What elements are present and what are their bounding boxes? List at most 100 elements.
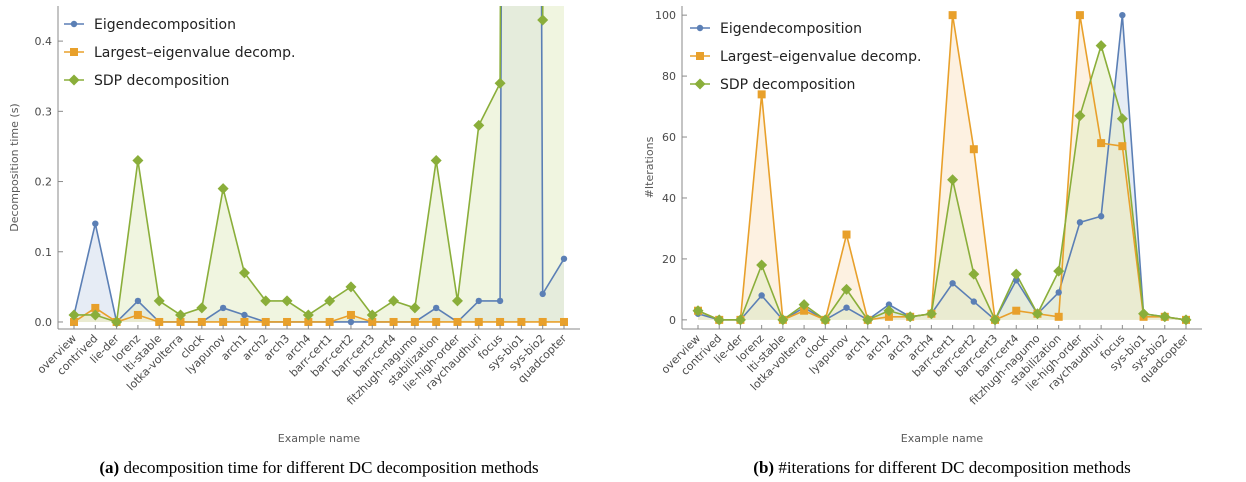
point-series-2-focus <box>494 77 506 89</box>
point-series-1-lotka-volterra <box>800 306 809 315</box>
point-series-2-arch3 <box>281 295 293 307</box>
point-series-2-arch1 <box>862 314 874 326</box>
ytick-label: 0 <box>669 314 676 327</box>
ytick-label: 0.0 <box>35 316 53 329</box>
ytick-label: 0.3 <box>35 105 53 118</box>
ytick-label: 0.2 <box>35 176 53 189</box>
point-series-1-lie-high-order <box>453 317 462 326</box>
point-series-2-lie-der <box>734 314 746 326</box>
legend-marker-1 <box>70 48 78 56</box>
point-series-0-sys-bio2 <box>539 290 546 298</box>
point-series-2-fitzhugh-nagumo <box>1031 308 1043 320</box>
point-series-1-arch4 <box>304 317 313 326</box>
point-series-1-lie-high-order <box>1075 11 1084 20</box>
line-series-2 <box>74 6 544 323</box>
point-series-1-focus <box>496 317 505 326</box>
y-axis-label: #Iterations <box>643 136 656 198</box>
point-series-0-barr-cert4 <box>1013 277 1020 284</box>
point-series-2-barr-cert1 <box>947 174 959 186</box>
line-series-2 <box>697 44 1187 321</box>
ytick-label: 0.4 <box>35 35 53 48</box>
point-series-1-clock <box>197 317 206 326</box>
point-series-1-barr-cert2 <box>969 145 978 154</box>
point-series-2-sys-bio2 <box>1159 311 1171 323</box>
point-series-2-fitzhugh-nagumo <box>409 302 421 314</box>
point-series-0-raychaudhuri <box>1097 213 1105 220</box>
point-series-2-lyapunov <box>217 183 229 195</box>
point-series-2-barr-cert2 <box>968 268 980 280</box>
legend: Eigendecomposition Largest–eigenvalue dec… <box>64 17 295 89</box>
legend-item-1: Largest–eigenvalue decomp. <box>690 49 921 65</box>
point-series-2-clock <box>819 314 831 326</box>
point-series-1-quadcopter <box>560 317 568 326</box>
point-series-2-sys-bio2 <box>537 14 549 26</box>
legend-label-1: Largest–eigenvalue decomp. <box>94 45 295 61</box>
legend-item-1: Largest–eigenvalue decomp. <box>64 45 295 61</box>
point-series-1-lorenz <box>133 310 142 319</box>
point-series-1-raychaudhuri <box>474 317 483 326</box>
point-series-1-focus <box>1118 142 1127 151</box>
point-series-2-contrived <box>89 309 101 321</box>
point-series-2-stabilization <box>430 154 442 166</box>
legend-label-2: SDP decomposition <box>94 73 229 89</box>
plot-frame <box>57 6 580 330</box>
point-series-2-raychaudhuri <box>473 119 485 131</box>
point-series-2-lorenz <box>132 154 144 166</box>
ytick-label: 20 <box>662 253 676 266</box>
point-series-2-barr-cert3 <box>366 309 378 321</box>
point-series-1-barr-cert1 <box>948 11 957 20</box>
point-series-2-barr-cert4 <box>1010 268 1022 280</box>
caption-text: decomposition time for different DC deco… <box>123 458 538 477</box>
point-series-2-barr-cert3 <box>989 314 1001 326</box>
point-series-0-focus <box>496 297 504 305</box>
plot-frame <box>681 6 1202 330</box>
legend-label-0: Eigendecomposition <box>720 21 862 37</box>
point-series-0-lyapunov <box>219 304 227 312</box>
point-series-0-quadcopter <box>560 255 568 262</box>
point-series-1-overview <box>70 317 78 326</box>
point-series-2-barr-cert1 <box>324 295 336 307</box>
caption-label: (b) <box>753 458 778 477</box>
point-series-0-arch2 <box>885 301 893 308</box>
point-series-2-arch2 <box>260 295 272 307</box>
point-series-0-stabilization <box>432 304 440 312</box>
point-series-2-lotka-volterra <box>798 299 810 311</box>
point-series-1-barr-cert1 <box>325 317 334 326</box>
legend-item-0: Eigendecomposition <box>690 21 862 37</box>
chart-decomposition-time: 0.00.10.20.30.4overviewcontrivedlie-derl… <box>8 6 580 477</box>
caption: (a) decomposition time for different DC … <box>99 458 538 477</box>
caption: (b) #iterations for different DC decompo… <box>753 458 1130 477</box>
point-series-2-raychaudhuri <box>1095 40 1107 52</box>
legend-label-2: SDP decomposition <box>720 77 855 93</box>
point-series-1-lorenz <box>757 90 766 99</box>
legend-item-2: SDP decomposition <box>64 73 229 89</box>
point-series-2-arch2 <box>883 305 895 317</box>
x-axis-label: Example name <box>901 432 984 445</box>
point-series-2-quadcopter <box>1180 314 1192 326</box>
point-series-2-overview <box>68 309 80 321</box>
caption-text: #iterations for different DC decompositi… <box>778 458 1130 477</box>
point-series-2-sys-bio1 <box>1138 308 1150 320</box>
point-series-0-barr-cert1 <box>949 280 956 287</box>
legend-marker-0 <box>70 20 78 28</box>
line-series-0 <box>697 14 1187 321</box>
point-series-1-lyapunov <box>842 230 851 239</box>
point-series-2-lti-stable <box>153 295 165 307</box>
point-series-1-barr-cert2 <box>346 310 355 319</box>
point-series-2-lyapunov <box>841 283 853 295</box>
ytick-label: 40 <box>662 192 676 205</box>
point-series-1-sys-bio2 <box>538 317 547 326</box>
legend-marker-2 <box>68 74 80 86</box>
legend-item-2: SDP decomposition <box>690 77 855 93</box>
point-series-2-lti-stable <box>777 314 789 326</box>
point-series-2-lorenz <box>756 259 768 271</box>
point-series-2-barr-cert2 <box>345 281 357 293</box>
point-series-0-raychaudhuri <box>475 297 482 305</box>
point-series-2-arch1 <box>238 267 250 279</box>
point-series-1-sys-bio1 <box>517 317 526 326</box>
point-series-0-contrived <box>92 220 99 227</box>
chart-iterations: 020406080100overviewcontrivedlie-derlore… <box>643 6 1202 477</box>
legend-label-0: Eigendecomposition <box>94 17 236 33</box>
point-series-1-fitzhugh-nagumo <box>410 317 419 326</box>
